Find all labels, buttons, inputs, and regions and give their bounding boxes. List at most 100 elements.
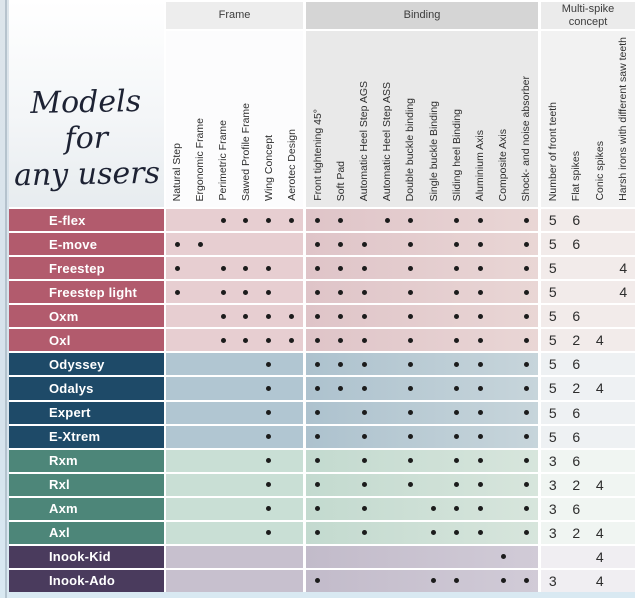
- column-header: Soft Pad: [329, 31, 352, 207]
- spike-count: 6: [572, 452, 581, 469]
- spike-cell: 3: [541, 474, 565, 496]
- feature-dot-icon: [523, 361, 529, 367]
- feature-cell: [468, 546, 491, 568]
- table-row: Axl 3 2 4: [9, 521, 635, 544]
- feature-dot-icon: [266, 361, 272, 367]
- column-header: Aluminium Axis: [468, 31, 491, 207]
- feature-cell: [515, 474, 538, 496]
- feature-cell: [445, 209, 468, 231]
- feature-cell: [352, 305, 375, 327]
- column-header-label: Automatic Heel Step ASS: [381, 81, 394, 201]
- group-title-frame: Frame: [166, 2, 303, 29]
- spike-cell: [565, 257, 589, 279]
- feature-cell: [399, 353, 422, 375]
- feature-cell: [376, 353, 399, 375]
- feature-cell: [492, 426, 515, 448]
- feature-dot-icon: [174, 289, 180, 295]
- spike-count: 4: [595, 548, 604, 565]
- feature-dot-icon: [197, 241, 203, 247]
- spike-count: 5: [548, 380, 557, 397]
- feature-dot-icon: [407, 385, 413, 391]
- feature-cell: [515, 305, 538, 327]
- row-section-binding: [306, 473, 538, 496]
- row-section-frame: [166, 329, 303, 352]
- feature-cell: [515, 426, 538, 448]
- feature-cell: [329, 233, 352, 255]
- feature-cell: [212, 402, 235, 424]
- feature-dot-icon: [454, 361, 460, 367]
- feature-dot-icon: [361, 458, 367, 464]
- column-header-label: Harsh irons with different saw teeth: [617, 37, 630, 201]
- feature-dot-icon: [500, 578, 506, 584]
- feature-cell: [280, 402, 303, 424]
- spike-count: 3: [548, 452, 557, 469]
- feature-cell: [329, 522, 352, 544]
- table-header: Models for any users Frame Natural Step Er…: [9, 0, 635, 207]
- feature-dot-icon: [477, 530, 483, 536]
- spike-cell: [588, 257, 612, 279]
- feature-dot-icon: [220, 217, 226, 223]
- feature-cell: [515, 257, 538, 279]
- spike-count: 2: [572, 476, 581, 493]
- feature-dot-icon: [315, 337, 321, 343]
- feature-dot-icon: [315, 578, 321, 584]
- feature-dot-icon: [477, 410, 483, 416]
- feature-dot-icon: [407, 313, 413, 319]
- spike-count: 4: [595, 524, 604, 541]
- feature-cell: [376, 233, 399, 255]
- column-header: Number of front teeth: [541, 31, 565, 207]
- feature-cell: [376, 281, 399, 303]
- feature-cell: [189, 450, 212, 472]
- spike-cell: [588, 209, 612, 231]
- feature-dot-icon: [315, 241, 321, 247]
- feature-cell: [468, 402, 491, 424]
- feature-cell: [515, 377, 538, 399]
- feature-cell: [329, 498, 352, 520]
- spike-count: 4: [595, 476, 604, 493]
- feature-dot-icon: [361, 313, 367, 319]
- column-group-binding: Binding Front tightening 45° Soft Pad Autom…: [306, 0, 538, 207]
- feature-cell: [306, 474, 329, 496]
- group-title-line: Multi-spike: [561, 2, 615, 15]
- feature-cell: [515, 233, 538, 255]
- feature-cell: [468, 570, 491, 592]
- feature-dot-icon: [431, 578, 437, 584]
- feature-dot-icon: [523, 313, 529, 319]
- feature-dot-icon: [315, 506, 321, 512]
- spike-count: 5: [548, 308, 557, 325]
- spike-count: 3: [548, 500, 557, 517]
- spike-count: 5: [548, 260, 557, 277]
- feature-cell: [257, 498, 280, 520]
- feature-comparison-table: Models for any users Frame Natural Step Er…: [9, 0, 635, 592]
- column-header: Single buckle Binding: [422, 31, 445, 207]
- feature-dot-icon: [407, 265, 413, 271]
- feature-cell: [492, 257, 515, 279]
- feature-cell: [280, 281, 303, 303]
- feature-cell: [212, 233, 235, 255]
- table-row: Inook-Ado 3 4: [9, 569, 635, 592]
- row-section-binding: [306, 425, 538, 448]
- column-header-strip: Number of front teeth Flat spikes Conic sp…: [541, 31, 635, 207]
- row-section-frame: [166, 521, 303, 544]
- row-section-binding: [306, 257, 538, 280]
- feature-cell: [422, 546, 445, 568]
- feature-dot-icon: [454, 265, 460, 271]
- spike-cell: [588, 281, 612, 303]
- feature-cell: [257, 353, 280, 375]
- spike-cell: [612, 474, 635, 496]
- feature-cell: [399, 426, 422, 448]
- column-header-label: Flat spikes: [570, 150, 583, 201]
- column-header: Natural Step: [166, 31, 189, 207]
- feature-cell: [166, 329, 189, 351]
- feature-cell: [189, 281, 212, 303]
- spike-count: 6: [572, 428, 581, 445]
- table-row: Inook-Kid 4: [9, 545, 635, 568]
- spike-cell: [612, 426, 635, 448]
- model-label: Inook-Kid: [9, 545, 164, 568]
- feature-cell: [234, 353, 257, 375]
- feature-dot-icon: [523, 530, 529, 536]
- column-header: Aerotec Design: [280, 31, 303, 207]
- feature-dot-icon: [477, 241, 483, 247]
